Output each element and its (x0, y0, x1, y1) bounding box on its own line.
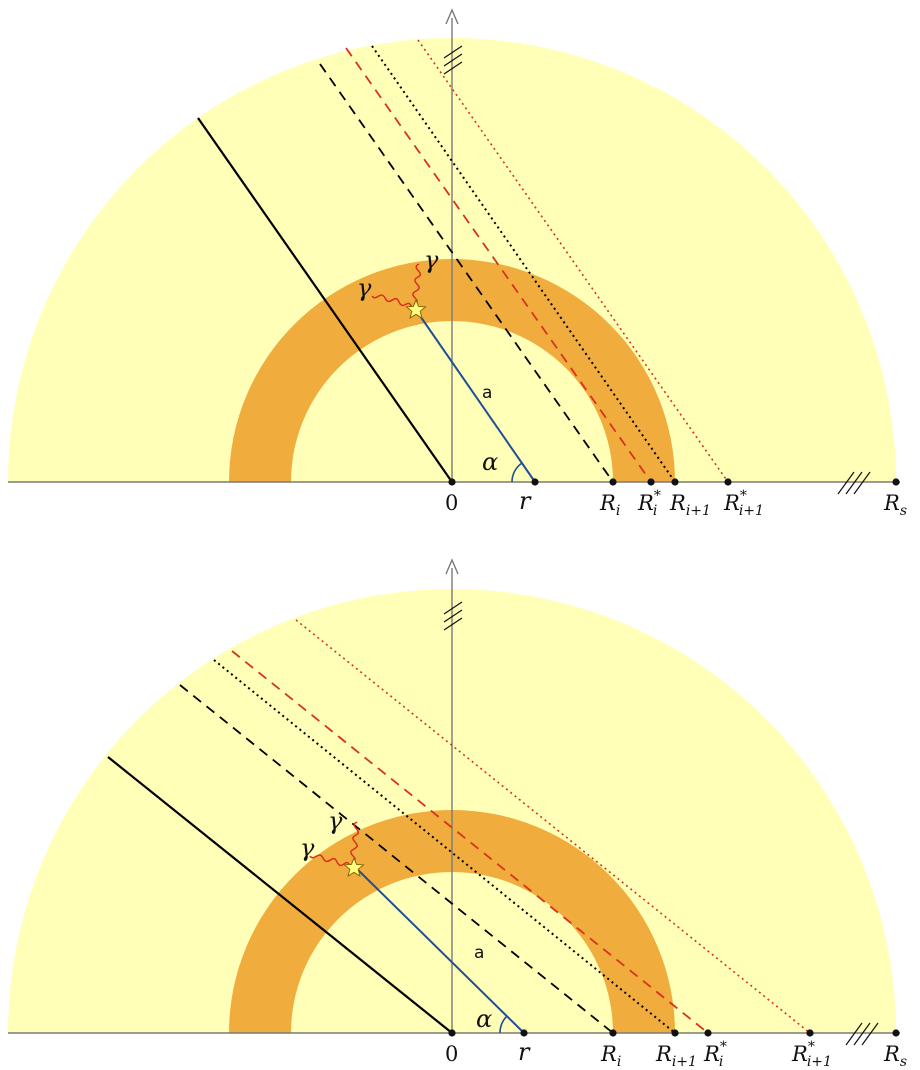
y-axis-arrowhead (445, 558, 459, 575)
red-dotted-ray (417, 39, 729, 483)
y-axis-arrowhead (445, 8, 459, 25)
bottom-panel: 0 r Ri Ri+1 R* i R* i+1 Rs a α γ γ (8, 558, 907, 1070)
label-Ri: Ri (599, 491, 620, 519)
label-origin: 0 (445, 1042, 458, 1066)
x-axis-break-marks (845, 1022, 879, 1046)
label-alpha: α (482, 448, 498, 476)
star-icon (343, 856, 365, 878)
label-Ri1-star: R* i+1 (791, 1039, 832, 1070)
black-dashed-ray (179, 684, 614, 1034)
label-a: a (474, 943, 484, 963)
label-gamma-up: γ (424, 246, 439, 274)
black-dotted-ray (371, 45, 676, 483)
red-dashed-ray (345, 47, 652, 483)
label-origin: 0 (445, 491, 458, 515)
label-Ri1-star: R* i+1 (723, 488, 764, 519)
label-Ri: Ri (600, 1042, 621, 1070)
x-axis-break-marks (837, 471, 871, 495)
star-icon (405, 298, 427, 320)
black-solid-ray (197, 117, 453, 483)
label-gamma-left: γ (357, 274, 372, 302)
label-Rs: Rs (883, 491, 907, 519)
radius-line-a (415, 309, 536, 483)
photon-wave-up (350, 821, 360, 863)
label-Ri-star: R* i (637, 488, 661, 519)
alpha-arc (511, 462, 523, 483)
label-Ri1: Ri+1 (655, 1042, 697, 1070)
axis-points (448, 478, 900, 486)
photon-wave-left (371, 294, 413, 309)
shell-annulus (229, 259, 675, 482)
label-Ri-star: R* i (703, 1039, 727, 1070)
label-Rs: Rs (883, 1042, 907, 1070)
y-axis-break-marks (443, 45, 463, 75)
label-gamma-up: γ (328, 807, 343, 835)
photon-wave-up (412, 263, 422, 305)
black-dashed-ray (319, 63, 614, 483)
label-Ri1: Ri+1 (669, 491, 711, 519)
label-gamma-left: γ (300, 834, 315, 862)
top-panel: 0 r Ri R* i Ri+1 R* i+1 Rs a α γ γ (8, 8, 907, 519)
photon-wave-left (309, 854, 351, 867)
label-r: r (518, 1038, 531, 1066)
label-a: a (482, 383, 492, 403)
axis-points (448, 1029, 900, 1037)
y-axis-break-marks (443, 601, 463, 631)
black-solid-ray (107, 756, 453, 1034)
radius-line-a (353, 865, 525, 1034)
label-alpha: α (476, 1005, 492, 1033)
alpha-arc (499, 1015, 508, 1034)
label-r: r (519, 487, 532, 515)
